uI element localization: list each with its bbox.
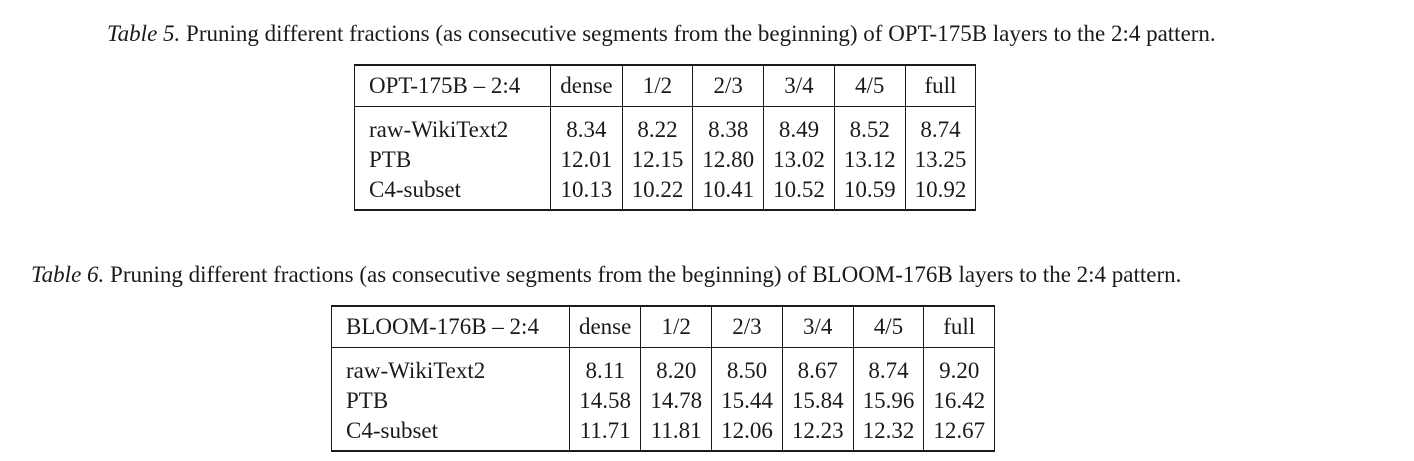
table-cell: 14.58 [568,386,641,416]
row-label: PTB [331,386,570,416]
table-cell: 8.74 [852,347,924,386]
table-cell: 15.44 [711,386,783,416]
row-label: raw-WikiText2 [331,347,570,386]
header-row: OPT-175B – 2:4 dense 1/2 2/3 3/4 4/5 ful… [353,65,977,107]
table-5-caption: Table 5. Pruning different fractions (as… [107,20,1216,48]
table-row: PTB 14.58 14.78 15.44 15.84 15.96 16.42 [331,386,996,416]
table-cell: 14.78 [640,386,712,416]
table-cell: 8.20 [640,347,712,386]
table-6: BLOOM-176B – 2:4 dense 1/2 2/3 3/4 4/5 f… [331,305,996,452]
table-row: C4-subset 11.71 11.81 12.06 12.23 12.32 … [331,416,996,451]
table-cell: 12.32 [852,416,924,451]
table-cell: 11.71 [568,416,641,451]
caption-label: Table 5. [107,21,181,46]
table-6-caption: Table 6. Pruning different fractions (as… [31,261,1181,289]
table-cell: 8.38 [692,106,764,145]
row-label: raw-WikiText2 [353,106,551,145]
header-full: full [904,65,977,107]
table-cell: 12.01 [550,145,623,175]
table-cell: 10.41 [692,175,764,210]
table-cell: 12.80 [692,145,764,175]
table-cell: 8.22 [621,106,693,145]
table-cell: 15.96 [852,386,924,416]
table-cell: 15.84 [781,386,854,416]
table-cell: 10.22 [621,175,693,210]
header-half: 1/2 [621,65,693,107]
header-two-thirds: 2/3 [711,306,783,348]
table-cell: 12.23 [781,416,854,451]
table-cell: 8.52 [833,106,906,145]
table-cell: 8.49 [763,106,835,145]
header-four-fifths: 4/5 [852,306,924,348]
row-label: PTB [353,145,551,175]
table-cell: 13.25 [904,145,977,175]
table-row: raw-WikiText2 8.34 8.22 8.38 8.49 8.52 8… [353,106,977,145]
table-cell: 9.20 [923,347,996,386]
table-cell: 10.92 [904,175,977,210]
table-row: raw-WikiText2 8.11 8.20 8.50 8.67 8.74 9… [331,347,996,386]
table-cell: 12.67 [923,416,996,451]
table-cell: 8.50 [711,347,783,386]
header-three-quarters: 3/4 [763,65,835,107]
table-cell: 8.11 [568,347,641,386]
table-row: PTB 12.01 12.15 12.80 13.02 13.12 13.25 [353,145,977,175]
caption-text: Pruning different fractions (as consecut… [180,21,1216,46]
header-four-fifths: 4/5 [833,65,906,107]
table-cell: 8.67 [781,347,854,386]
header-row: BLOOM-176B – 2:4 dense 1/2 2/3 3/4 4/5 f… [331,306,996,348]
header-dense: dense [550,65,623,107]
header-model: OPT-175B – 2:4 [353,65,551,107]
table-row: C4-subset 10.13 10.22 10.41 10.52 10.59 … [353,175,977,210]
row-label: C4-subset [331,416,570,451]
header-dense: dense [568,306,641,348]
caption-text: Pruning different fractions (as consecut… [104,262,1182,287]
table-cell: 10.52 [763,175,835,210]
table-cell: 12.06 [711,416,783,451]
table-cell: 10.59 [833,175,906,210]
header-three-quarters: 3/4 [781,306,854,348]
table-cell: 12.15 [621,145,693,175]
table-cell: 8.34 [550,106,623,145]
table-5: OPT-175B – 2:4 dense 1/2 2/3 3/4 4/5 ful… [353,64,977,211]
header-two-thirds: 2/3 [692,65,764,107]
header-full: full [923,306,996,348]
table-cell: 13.02 [763,145,835,175]
header-model: BLOOM-176B – 2:4 [331,306,570,348]
table-cell: 8.74 [904,106,977,145]
table-cell: 10.13 [550,175,623,210]
table-cell: 13.12 [833,145,906,175]
row-label: C4-subset [353,175,551,210]
table-cell: 16.42 [923,386,996,416]
table-cell: 11.81 [640,416,712,451]
caption-label: Table 6. [31,262,105,287]
header-half: 1/2 [640,306,712,348]
